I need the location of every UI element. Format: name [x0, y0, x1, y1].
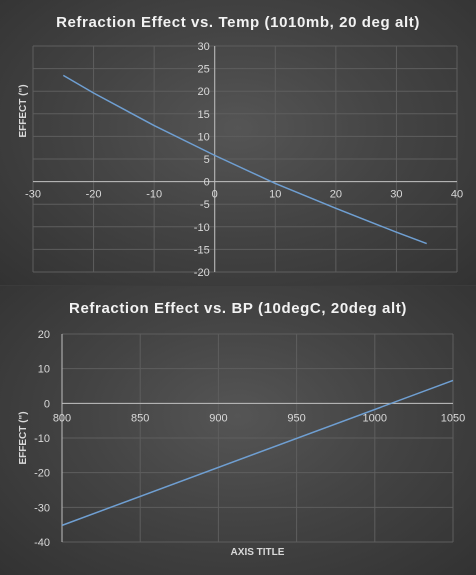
- x-tick-label: 1000: [363, 412, 387, 424]
- chart-panel-bp: Refraction Effect vs. BP (10degC, 20deg …: [0, 286, 476, 575]
- x-tick-label: -20: [86, 189, 102, 201]
- y-tick-label: -10: [194, 222, 210, 234]
- y-axis-title: EFFECT ("): [18, 84, 29, 137]
- y-tick-label: 5: [204, 154, 210, 166]
- y-tick-label: -30: [34, 502, 50, 514]
- chart-panel-temp: Refraction Effect vs. Temp (1010mb, 20 d…: [0, 0, 476, 285]
- y-axis-title: EFFECT ("): [18, 411, 29, 464]
- x-tick-label: 950: [287, 412, 305, 424]
- x-tick-label: 900: [209, 412, 227, 424]
- chart-title: Refraction Effect vs. Temp (1010mb, 20 d…: [56, 14, 420, 31]
- y-tick-label: 20: [38, 329, 50, 341]
- y-tick-label: -20: [194, 267, 210, 279]
- chart-title: Refraction Effect vs. BP (10degC, 20deg …: [69, 300, 407, 317]
- x-tick-label: -30: [25, 189, 41, 201]
- y-tick-label: -40: [34, 537, 50, 549]
- x-axis-title: AXIS TITLE: [231, 547, 285, 558]
- y-tick-label: 0: [44, 398, 50, 410]
- series-line: [61, 379, 454, 527]
- y-tick-label: 0: [204, 177, 210, 189]
- y-tick-label: 25: [197, 64, 209, 76]
- x-tick-label: 850: [131, 412, 149, 424]
- x-tick-label: 0: [212, 189, 218, 201]
- series-line: [62, 74, 427, 245]
- y-tick-label: -5: [200, 199, 210, 211]
- y-tick-label: -15: [194, 244, 210, 256]
- x-tick-label: 1050: [441, 412, 465, 424]
- y-tick-label: 20: [197, 86, 209, 98]
- x-tick-label: 20: [330, 189, 342, 201]
- y-tick-label: 30: [197, 41, 209, 53]
- chart-temp-plot: -30 -20 -10 0 10 20 30 40-20-15-10-505101520253…: [18, 41, 463, 279]
- y-tick-label: 10: [38, 364, 50, 376]
- y-tick-label: 10: [197, 131, 209, 143]
- x-tick-label: 800: [53, 412, 71, 424]
- chart-bp-plot: 800 850 900 950 1000 1050 -40 -30 -20 -10 0 10 20 AXI…: [18, 329, 465, 558]
- x-tick-label: 40: [451, 189, 463, 201]
- x-tick-label: 10: [269, 189, 281, 201]
- x-tick-label: -10: [146, 189, 162, 201]
- y-tick-label: 15: [197, 109, 209, 121]
- x-tick-label: 30: [390, 189, 402, 201]
- y-tick-label: -10: [34, 433, 50, 445]
- y-tick-label: -20: [34, 468, 50, 480]
